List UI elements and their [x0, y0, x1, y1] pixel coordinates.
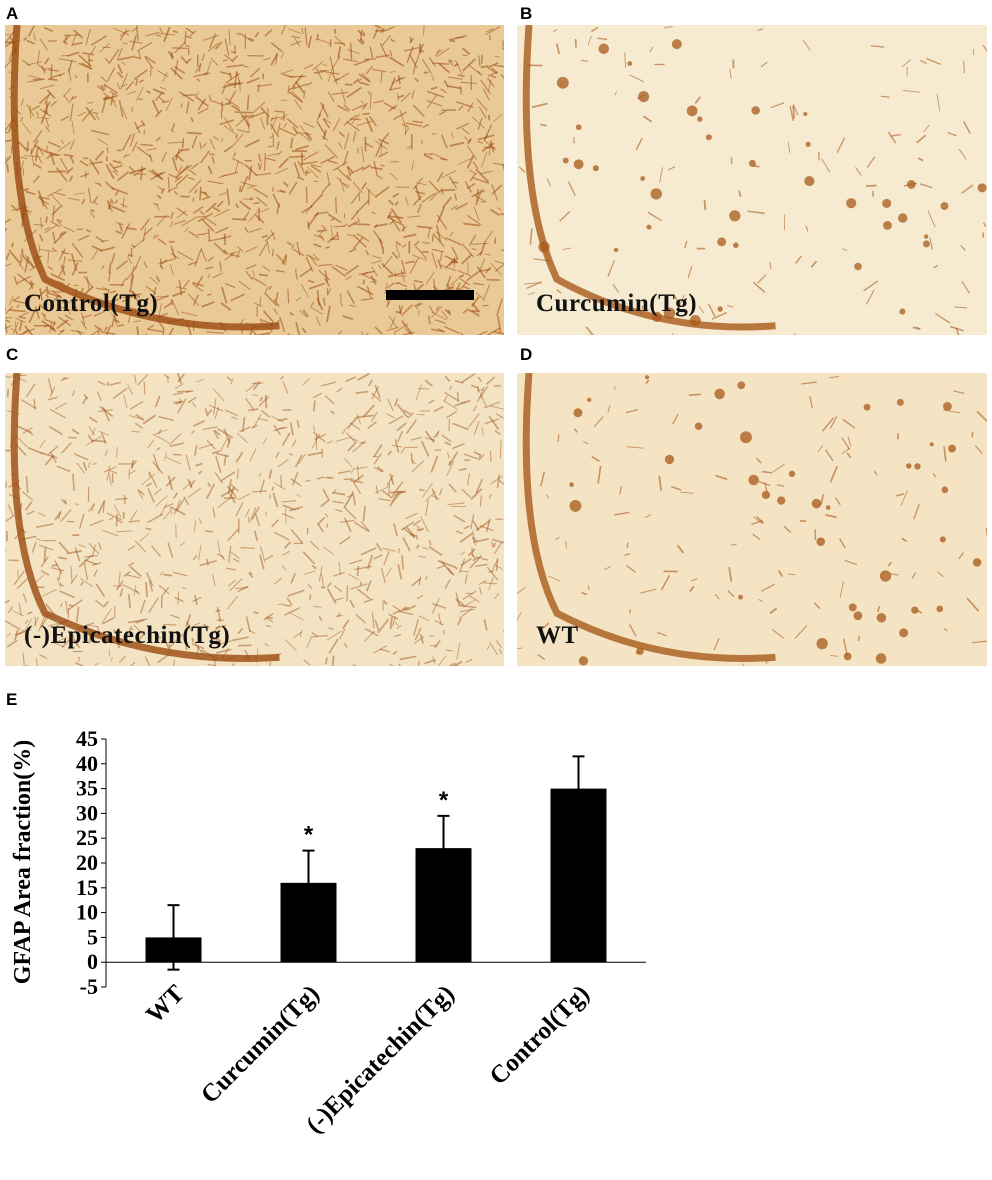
y-tick-label: 10 [76, 900, 98, 925]
scale-bar [386, 290, 474, 300]
panel-letter-d: D [520, 345, 533, 364]
significance-marker: * [439, 787, 449, 814]
micrograph-epicatechin-tg [5, 373, 504, 666]
error-bar [572, 755, 585, 822]
y-tick-label: 25 [76, 825, 98, 850]
caption-wt: WT [536, 622, 579, 649]
caption-curcumin-tg: Curcumin(Tg) [536, 290, 698, 317]
x-category-label: WT [141, 980, 190, 1029]
x-category-label: (-)Epicatechin(Tg) [301, 980, 460, 1139]
x-category-label: Control(Tg) [485, 980, 595, 1090]
y-tick-label: 5 [87, 924, 98, 949]
micrograph-curcumin-tg [517, 25, 987, 335]
panel-letter-a: A [6, 4, 19, 23]
panel-letter-c: C [6, 345, 19, 364]
y-tick-label: 35 [76, 776, 98, 801]
micrograph-control-tg [5, 25, 504, 335]
x-category-label: Curcumin(Tg) [196, 980, 325, 1109]
error-bar [167, 904, 180, 971]
error-bar [437, 814, 450, 882]
panel-letter-e: E [6, 690, 18, 709]
y-tick-label: 30 [76, 800, 98, 825]
caption-epicatechin-tg: (-)Epicatechin(Tg) [24, 622, 231, 649]
panel-letter-b: B [520, 4, 533, 23]
y-tick-label: 15 [76, 875, 98, 900]
y-tick-label: 0 [87, 949, 98, 974]
significance-marker: * [304, 822, 314, 849]
y-tick-label: 20 [76, 850, 98, 875]
caption-control-tg: Control(Tg) [24, 290, 159, 317]
micrograph-wt [517, 373, 987, 666]
y-axis-label: GFAP Area fraction(%) [10, 740, 36, 984]
y-tick-label: 40 [76, 751, 98, 776]
y-tick-label: -5 [80, 974, 98, 999]
error-bar [302, 849, 315, 917]
y-tick-label: 45 [76, 726, 98, 751]
